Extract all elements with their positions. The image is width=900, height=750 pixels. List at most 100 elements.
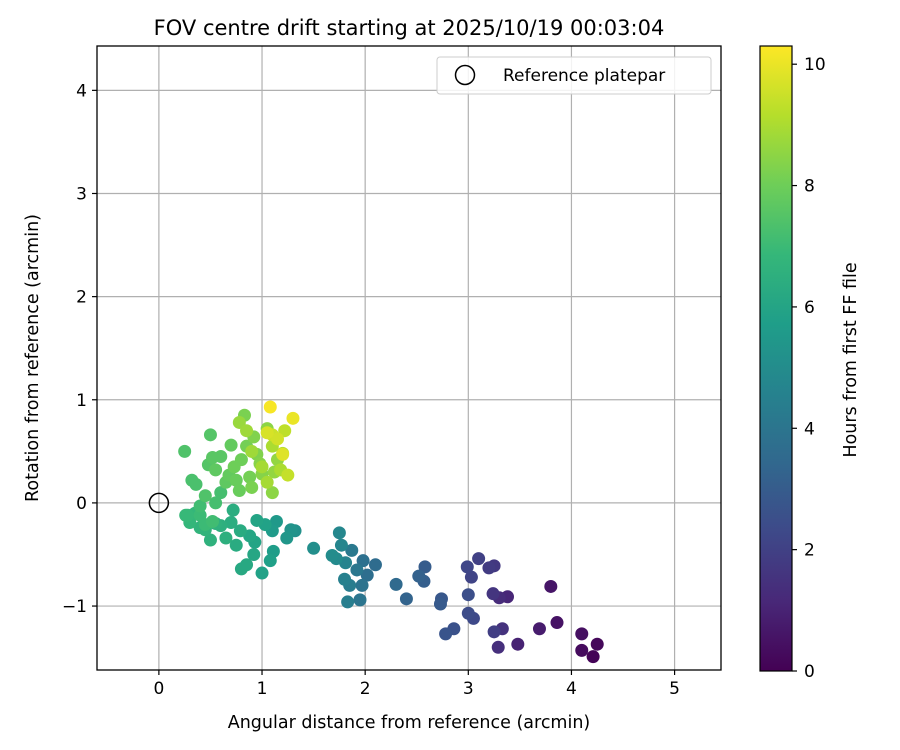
scatter-point bbox=[460, 560, 474, 574]
scatter-point bbox=[270, 432, 284, 446]
scatter-point bbox=[250, 513, 264, 527]
y-tick-label: 1 bbox=[76, 391, 87, 411]
scatter-point bbox=[412, 569, 426, 583]
scatter-point bbox=[544, 579, 558, 593]
scatter-point bbox=[234, 562, 248, 576]
scatter-point bbox=[281, 468, 295, 482]
x-axis-ticks: 0 1 2 3 4 5 bbox=[153, 670, 680, 699]
scatter-point bbox=[355, 578, 369, 592]
grid bbox=[97, 46, 721, 670]
scatter-point bbox=[286, 411, 300, 425]
scatter-point bbox=[227, 460, 241, 474]
scatter-point bbox=[461, 588, 475, 602]
y-axis-label: Rotation from reference (arcmin) bbox=[23, 214, 43, 502]
scatter-point bbox=[472, 552, 486, 566]
y-tick-label: 0 bbox=[76, 494, 87, 514]
scatter-point bbox=[389, 577, 403, 591]
scatter-point bbox=[332, 526, 346, 540]
scatter-point bbox=[590, 637, 604, 651]
scatter-point bbox=[276, 447, 290, 461]
scatter-point bbox=[233, 524, 247, 538]
scatter-point bbox=[181, 508, 195, 522]
scatter-point bbox=[219, 531, 233, 545]
scatter-point bbox=[229, 538, 243, 552]
scatter-point bbox=[198, 489, 212, 503]
scatter-point bbox=[206, 514, 220, 528]
scatter-point bbox=[464, 570, 478, 584]
scatter-point bbox=[203, 428, 217, 442]
scatter-point bbox=[229, 473, 243, 487]
plot-frame bbox=[96, 45, 722, 671]
scatter-point bbox=[487, 625, 501, 639]
legend-reference-icon bbox=[454, 64, 476, 86]
scatter-point bbox=[418, 560, 432, 574]
reference-platepar-marker bbox=[148, 492, 170, 514]
x-tick-label: 2 bbox=[360, 679, 371, 699]
colorbar-tick-label: 8 bbox=[804, 177, 815, 197]
scatter-points bbox=[178, 400, 604, 664]
scatter-point bbox=[209, 463, 223, 477]
colorbar-tick-label: 0 bbox=[804, 662, 815, 682]
scatter-point bbox=[550, 616, 564, 630]
colorbar-gradient bbox=[760, 46, 792, 671]
scatter-point bbox=[325, 549, 339, 563]
scatter-point bbox=[245, 444, 259, 458]
scatter-point bbox=[486, 587, 500, 601]
scatter-point bbox=[345, 543, 359, 557]
scatter-point bbox=[255, 566, 269, 580]
scatter-point bbox=[586, 650, 600, 664]
scatter-point bbox=[193, 499, 207, 513]
colorbar-tick-label: 6 bbox=[804, 298, 815, 318]
scatter-point bbox=[265, 486, 279, 500]
scatter-point bbox=[245, 480, 259, 494]
x-axis-label: Angular distance from reference (arcmin) bbox=[228, 713, 591, 733]
scatter-point bbox=[433, 597, 447, 611]
x-tick-label: 0 bbox=[153, 679, 164, 699]
legend: Reference platepar bbox=[436, 56, 712, 95]
y-tick-label: 2 bbox=[76, 288, 87, 308]
scatter-point bbox=[280, 531, 294, 545]
colorbar-ticks: 0 2 4 6 8 10 bbox=[792, 55, 826, 682]
legend-entry-reference: Reference platepar bbox=[503, 66, 665, 86]
legend-box bbox=[436, 56, 712, 95]
scatter-point bbox=[461, 606, 475, 620]
scatter-point bbox=[226, 503, 240, 517]
x-tick-label: 1 bbox=[257, 679, 268, 699]
reference-marker-group bbox=[148, 492, 170, 514]
scatter-point bbox=[232, 484, 246, 498]
colorbar-tick-label: 4 bbox=[804, 419, 815, 439]
scatter-point bbox=[360, 568, 374, 582]
scatter-point bbox=[439, 627, 453, 641]
scatter-point bbox=[189, 477, 203, 491]
y-axis-ticks: −1 0 1 2 3 4 bbox=[62, 81, 97, 617]
scatter-point bbox=[356, 554, 370, 568]
colorbar-tick-label: 10 bbox=[804, 55, 826, 75]
scatter-point bbox=[341, 595, 355, 609]
scatter-point bbox=[338, 572, 352, 586]
scatter-point bbox=[575, 643, 589, 657]
scatter-point bbox=[482, 561, 496, 575]
scatter-point bbox=[350, 563, 364, 577]
scatter-point bbox=[209, 496, 223, 510]
y-tick-label: −1 bbox=[62, 597, 87, 617]
colorbar-label: Hours from first FF file bbox=[841, 262, 861, 457]
scatter-point bbox=[368, 558, 382, 572]
scatter-point bbox=[243, 470, 257, 484]
scatter-point bbox=[260, 475, 274, 489]
scatter-point bbox=[511, 637, 525, 651]
colorbar-tick-label: 2 bbox=[804, 541, 815, 561]
scatter-point bbox=[260, 426, 274, 440]
scatter-point bbox=[399, 592, 413, 606]
y-tick-label: 4 bbox=[76, 81, 87, 101]
scatter-point bbox=[240, 424, 254, 438]
scatter-point bbox=[214, 449, 228, 463]
scatter-point bbox=[575, 627, 589, 641]
scatter-point bbox=[224, 438, 238, 452]
scatter-point bbox=[224, 516, 238, 530]
scatter-point bbox=[263, 554, 277, 568]
scatter-point bbox=[307, 541, 321, 555]
scatter-point bbox=[353, 593, 367, 607]
colorbar: 0 2 4 6 8 10 Hours from first FF file bbox=[759, 45, 861, 682]
scatter-point bbox=[203, 533, 217, 547]
